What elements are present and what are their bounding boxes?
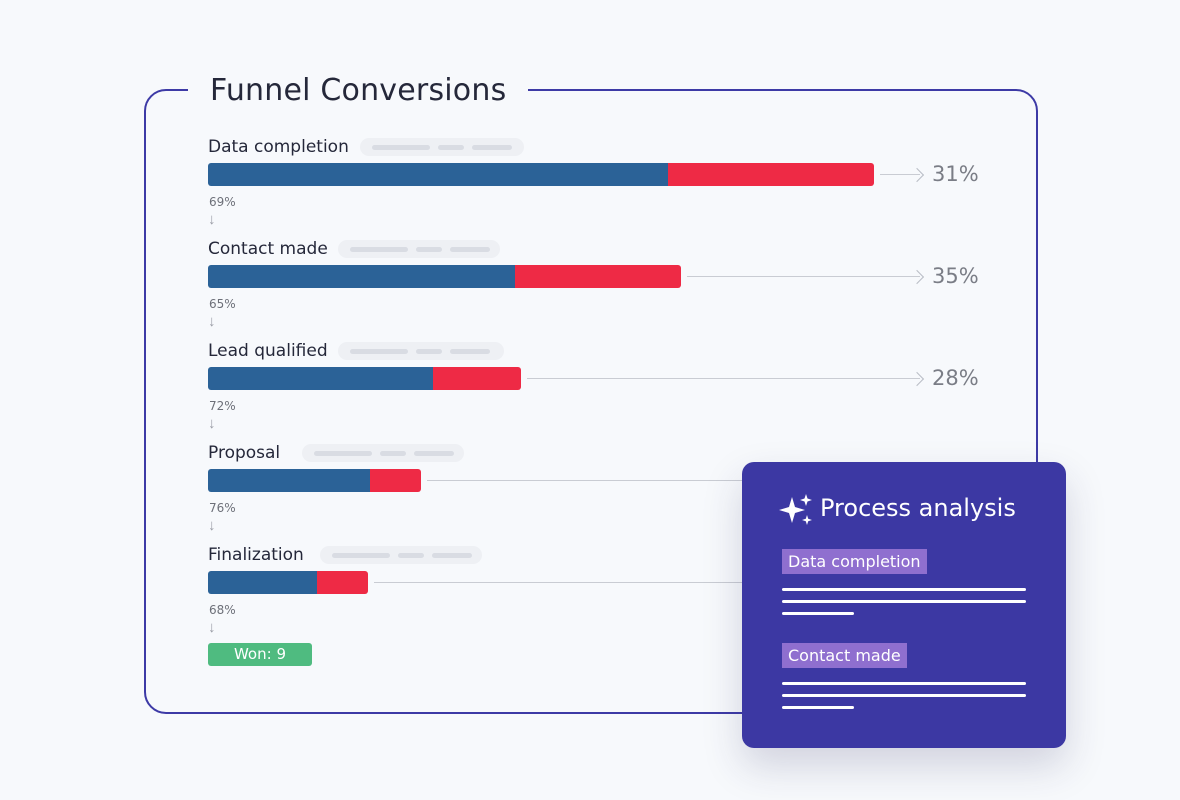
arrow-down-icon: ↓ (208, 517, 216, 534)
won-badge: Won: 9 (208, 643, 312, 666)
placeholder-dash (398, 553, 424, 558)
placeholder-dash (416, 247, 442, 252)
placeholder-dash (332, 553, 390, 558)
funnel-bar[interactable] (208, 265, 681, 288)
stage-label: Finalization (208, 545, 304, 565)
text-line (782, 600, 1026, 603)
conversion-percent: 65% (209, 297, 236, 311)
analysis-tag-contact-made[interactable]: Contact made (782, 643, 907, 668)
placeholder-dash (350, 247, 408, 252)
placeholder-dash (414, 451, 454, 456)
placeholder-dash (416, 349, 442, 354)
placeholder-dash (372, 145, 430, 150)
conversion-percent: 72% (209, 399, 236, 413)
dropoff-connector (687, 276, 920, 277)
funnel-bar[interactable] (208, 571, 368, 594)
text-line (782, 588, 1026, 591)
dropoff-connector (880, 174, 920, 175)
bar-dropped-segment (370, 469, 421, 492)
arrow-down-icon: ↓ (208, 211, 216, 228)
placeholder-dash (432, 553, 472, 558)
bar-dropped-segment (433, 367, 521, 390)
funnel-bar[interactable] (208, 367, 521, 390)
arrow-down-icon: ↓ (208, 619, 216, 636)
arrow-down-icon: ↓ (208, 313, 216, 330)
text-line (782, 694, 1026, 697)
text-line (782, 612, 854, 615)
card-title: Process analysis (820, 494, 1016, 522)
dropoff-percent: 35% (932, 264, 979, 288)
stage-label: Contact made (208, 239, 328, 259)
bar-dropped-segment (317, 571, 368, 594)
dropoff-percent: 31% (932, 162, 979, 186)
funnel-bar[interactable] (208, 469, 421, 492)
bar-converted-segment (208, 469, 370, 492)
bar-dropped-segment (515, 265, 681, 288)
bar-converted-segment (208, 265, 515, 288)
bar-dropped-segment (668, 163, 874, 186)
conversion-percent: 76% (209, 501, 236, 515)
bar-converted-segment (208, 571, 317, 594)
text-line (782, 682, 1026, 685)
dropoff-connector (374, 582, 742, 583)
arrow-down-icon: ↓ (208, 415, 216, 432)
conversion-percent: 68% (209, 603, 236, 617)
placeholder-dash (380, 451, 406, 456)
dropoff-connector (527, 378, 920, 379)
panel-title: Funnel Conversions (188, 71, 529, 111)
bar-converted-segment (208, 367, 433, 390)
arrow-right-icon (909, 371, 925, 387)
placeholder-dash (472, 145, 512, 150)
sparkle-icon (779, 494, 812, 525)
stage-label: Lead qualified (208, 341, 328, 361)
funnel-bar[interactable] (208, 163, 874, 186)
analysis-tag-data-completion[interactable]: Data completion (782, 549, 927, 574)
placeholder-dash (350, 349, 408, 354)
dropoff-connector (427, 480, 742, 481)
process-analysis-card[interactable]: Process analysis Data completion Contact… (742, 462, 1066, 748)
placeholder-dash (314, 451, 372, 456)
placeholder-dash (438, 145, 464, 150)
text-line (782, 706, 854, 709)
arrow-right-icon (909, 269, 925, 285)
bar-converted-segment (208, 163, 668, 186)
dropoff-percent: 28% (932, 366, 979, 390)
stage-label: Data completion (208, 137, 349, 157)
funnel-panel (144, 89, 1038, 714)
arrow-right-icon (909, 167, 925, 183)
placeholder-dash (450, 247, 490, 252)
conversion-percent: 69% (209, 195, 236, 209)
placeholder-dash (450, 349, 490, 354)
stage-label: Proposal (208, 443, 281, 463)
